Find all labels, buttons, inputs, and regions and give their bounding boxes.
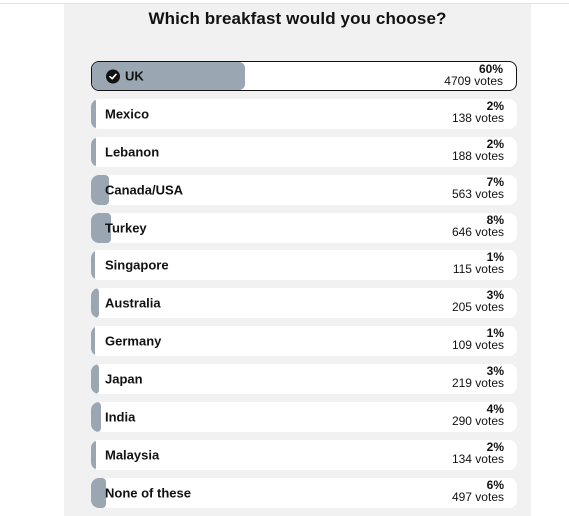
- option-label-group: None of these: [105, 485, 191, 500]
- poll-options: UK 60% 4709 votes Mexico 2% 138 votes Lebanon 2…: [91, 61, 517, 516]
- option-vote-count: 134 votes: [451, 451, 504, 466]
- option-percent: 7%: [486, 174, 504, 189]
- poll-option[interactable]: Japan 3% 219 votes: [91, 364, 517, 395]
- option-results: 4% 290 votes: [452, 403, 504, 427]
- option-vote-count: 4709 votes: [444, 74, 503, 88]
- result-bar: [91, 288, 99, 319]
- poll-option[interactable]: Turkey 8% 646 votes: [91, 212, 517, 243]
- option-label-group: Lebanon: [105, 144, 159, 159]
- option-vote-count: 290 votes: [451, 414, 504, 429]
- poll-option[interactable]: India 4% 290 votes: [91, 402, 517, 433]
- result-bar: [91, 477, 106, 508]
- poll-option[interactable]: Germany 1% 109 votes: [91, 326, 517, 357]
- option-label: Japan: [105, 371, 143, 387]
- option-percent: 60%: [478, 62, 503, 76]
- option-results: 60% 4709 votes: [444, 63, 503, 87]
- option-label: Mexico: [105, 106, 150, 122]
- option-label-group: UK: [106, 69, 144, 84]
- option-label-group: Malaysia: [105, 447, 159, 462]
- option-vote-count: 138 votes: [451, 110, 504, 125]
- option-percent: 3%: [486, 364, 504, 379]
- result-bar: [91, 439, 96, 470]
- option-results: 2% 138 votes: [452, 100, 504, 124]
- option-label-group: Germany: [105, 334, 161, 349]
- option-label-group: India: [105, 410, 135, 425]
- result-bar: [91, 174, 109, 205]
- poll-option[interactable]: Australia 3% 205 votes: [91, 288, 517, 319]
- option-percent: 1%: [486, 250, 504, 265]
- option-percent: 3%: [486, 288, 504, 303]
- option-results: 3% 219 votes: [452, 365, 504, 389]
- option-vote-count: 563 votes: [451, 186, 504, 201]
- poll-option[interactable]: Malaysia 2% 134 votes: [91, 439, 517, 470]
- option-label-group: Canada/USA: [105, 182, 183, 197]
- option-results: 2% 134 votes: [452, 441, 504, 465]
- option-percent: 2%: [486, 439, 504, 454]
- poll-option[interactable]: Singapore 1% 115 votes: [91, 250, 517, 281]
- option-label: India: [105, 409, 136, 425]
- option-vote-count: 497 votes: [451, 489, 504, 504]
- result-bar: [91, 136, 96, 167]
- option-vote-count: 109 votes: [451, 338, 504, 353]
- check-circle-icon: [106, 69, 120, 83]
- option-label-group: Turkey: [105, 220, 147, 235]
- option-label-group: Japan: [105, 372, 143, 387]
- option-percent: 8%: [486, 212, 504, 227]
- option-label: Singapore: [105, 257, 169, 273]
- option-vote-count: 188 votes: [451, 148, 504, 163]
- poll-question: Which breakfast would you choose?: [148, 9, 447, 28]
- option-results: 1% 115 votes: [453, 251, 504, 275]
- option-label-group: Singapore: [105, 258, 169, 273]
- option-label: Malaysia: [105, 447, 160, 463]
- option-percent: 6%: [486, 477, 504, 492]
- option-label: Germany: [105, 333, 162, 349]
- result-bar: [91, 402, 101, 433]
- poll-option[interactable]: None of these 6% 497 votes: [91, 477, 517, 508]
- option-percent: 2%: [486, 98, 504, 113]
- option-label: Lebanon: [105, 144, 160, 160]
- result-bar: [91, 326, 95, 357]
- poll-option[interactable]: Lebanon 2% 188 votes: [91, 136, 517, 167]
- option-percent: 2%: [486, 136, 504, 151]
- result-bar: [91, 212, 111, 243]
- option-percent: 4%: [486, 402, 504, 417]
- option-results: 6% 497 votes: [452, 479, 504, 503]
- option-label: UK: [125, 68, 144, 84]
- option-label: Turkey: [105, 220, 147, 236]
- option-label: None of these: [105, 485, 191, 501]
- top-divider: [0, 3, 569, 4]
- option-results: 8% 646 votes: [452, 214, 504, 238]
- option-vote-count: 205 votes: [451, 300, 504, 315]
- poll-option[interactable]: Mexico 2% 138 votes: [91, 98, 517, 129]
- result-bar: [91, 364, 99, 395]
- option-vote-count: 219 votes: [451, 376, 504, 391]
- option-vote-count: 646 votes: [451, 224, 504, 239]
- option-percent: 1%: [486, 326, 504, 341]
- option-results: 3% 205 votes: [452, 289, 504, 313]
- option-label: Australia: [105, 295, 161, 311]
- option-results: 1% 109 votes: [452, 327, 504, 351]
- option-results: 2% 188 votes: [452, 138, 504, 162]
- poll-option[interactable]: Canada/USA 7% 563 votes: [91, 174, 517, 205]
- option-label: Canada/USA: [105, 182, 184, 198]
- option-label-group: Australia: [105, 296, 161, 311]
- option-label-group: Mexico: [105, 106, 149, 121]
- option-vote-count: 115 votes: [452, 262, 504, 277]
- option-results: 7% 563 votes: [452, 176, 504, 200]
- poll-panel: Which breakfast would you choose? UK 60% 4…: [64, 4, 531, 516]
- result-bar: [91, 250, 95, 281]
- result-bar: [91, 98, 96, 129]
- poll-option[interactable]: UK 60% 4709 votes: [91, 61, 517, 91]
